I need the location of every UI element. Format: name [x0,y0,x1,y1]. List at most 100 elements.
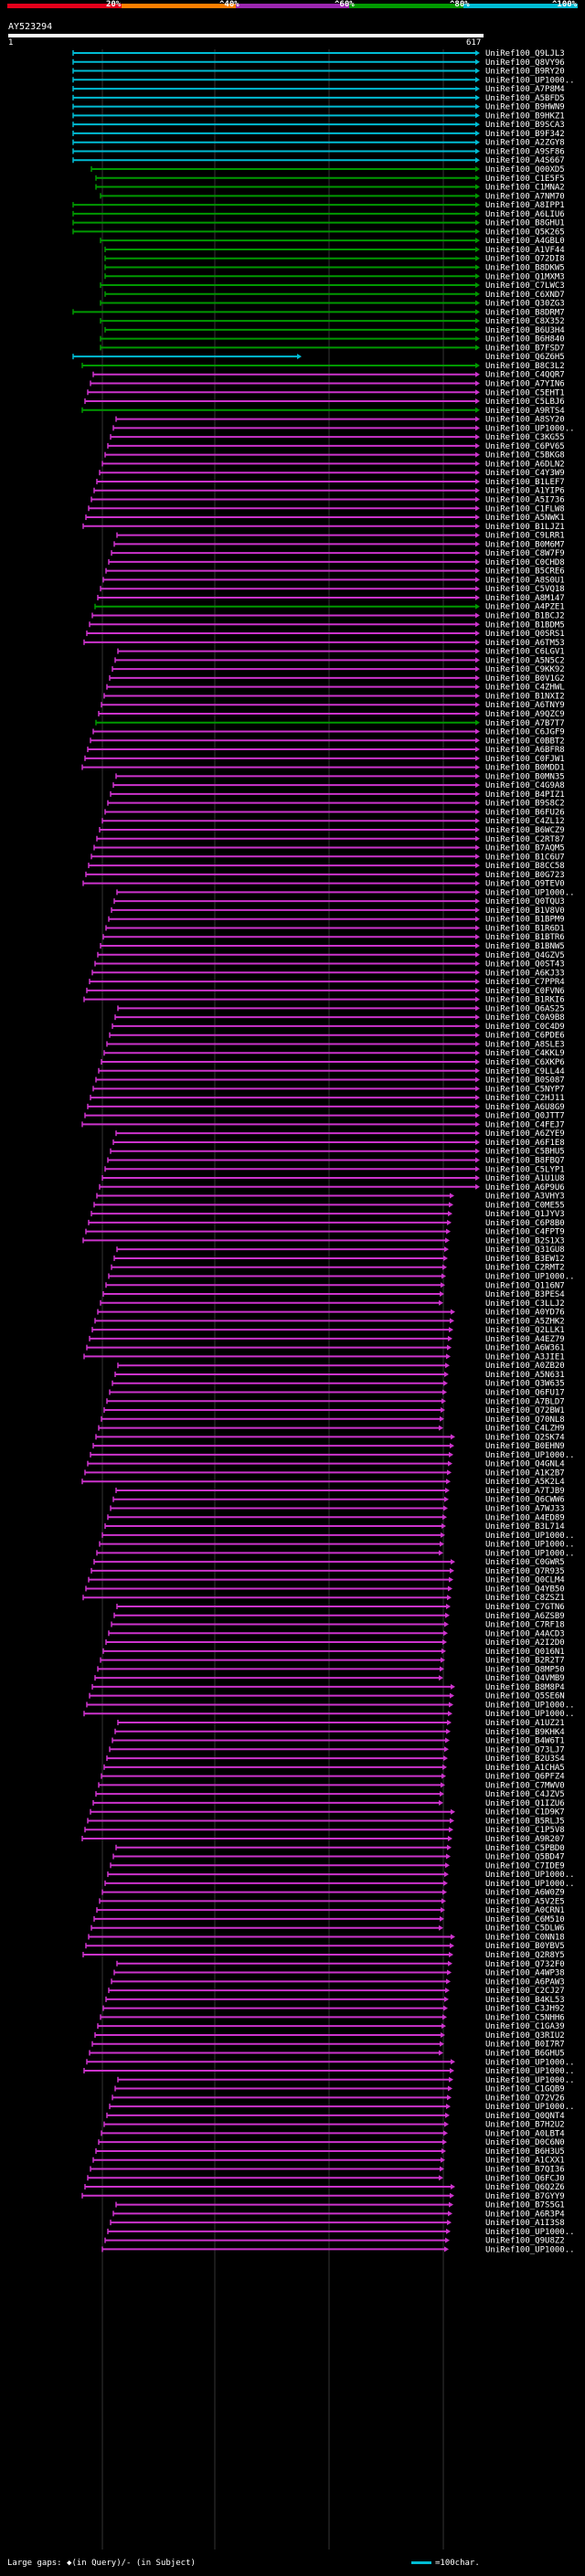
hit-label[interactable]: UniRef100_A4WP38 [485,1969,565,1978]
hit-label[interactable]: UniRef100_B1R6D1 [485,924,565,933]
hit-label[interactable]: UniRef100_A4EZ79 [485,1335,565,1344]
hit-label[interactable]: UniRef100_A2ZGY8 [485,139,565,148]
hit-label[interactable]: UniRef100_Q6FU17 [485,1389,565,1398]
hit-label[interactable]: UniRef100_C2RMT2 [485,1264,565,1273]
hit-label[interactable]: UniRef100_A6PAW3 [485,1977,565,1987]
hit-label[interactable]: UniRef100_A6P9U6 [485,1183,565,1193]
hit-label[interactable]: UniRef100_C6XKP6 [485,1058,565,1067]
hit-label[interactable]: UniRef100_A5ZHK2 [485,1317,565,1326]
hit-label[interactable]: UniRef100_UP1000.. [485,424,575,433]
hit-label[interactable]: UniRef100_Q0QNT4 [485,2112,565,2121]
hit-label[interactable]: UniRef100_C8ZSZ1 [485,1594,565,1603]
hit-label[interactable]: UniRef100_B1RKI6 [485,996,565,1005]
hit-label[interactable]: UniRef100_A1YIP6 [485,487,565,496]
hit-label[interactable]: UniRef100_B2S1X3 [485,1236,565,1246]
hit-label[interactable]: UniRef100_B6H3U5 [485,2147,565,2157]
hit-label[interactable]: UniRef100_A7P8M4 [485,85,565,94]
hit-label[interactable]: UniRef100_B1BCJ2 [485,612,565,621]
hit-label[interactable]: UniRef100_A5K2L4 [485,1478,565,1487]
hit-label[interactable]: UniRef100_C4LZH9 [485,1425,565,1434]
hit-label[interactable]: UniRef100_B7QI36 [485,2165,565,2174]
hit-label[interactable]: UniRef100_B2U3S4 [485,1754,565,1764]
hit-label[interactable]: UniRef100_C2RT87 [485,835,565,844]
hit-label[interactable]: UniRef100_B6U3H4 [485,326,565,335]
hit-label[interactable]: UniRef100_B0YBV5 [485,1942,565,1951]
hit-label[interactable]: UniRef100_A7WJ33 [485,1505,565,1514]
hit-label[interactable]: UniRef100_UP1000.. [485,1710,575,1719]
hit-label[interactable]: UniRef100_A0LBT4 [485,2129,565,2138]
hit-label[interactable]: UniRef100_A7TJB9 [485,1487,565,1496]
hit-label[interactable]: UniRef100_UP1000.. [485,2058,575,2067]
hit-label[interactable]: UniRef100_B9SCA3 [485,121,565,130]
hit-label[interactable]: UniRef100_B4W6T1 [485,1737,565,1746]
hit-label[interactable]: UniRef100_C0FVN6 [485,987,565,996]
hit-label[interactable]: UniRef100_C0CHD8 [485,558,565,567]
hit-label[interactable]: UniRef100_B3L714 [485,1522,565,1532]
hit-label[interactable]: UniRef100_B8M8P4 [485,1683,565,1692]
hit-label[interactable]: UniRef100_A5I736 [485,496,565,505]
hit-label[interactable]: UniRef100_Q6CWW6 [485,1496,565,1505]
hit-label[interactable]: UniRef100_Q1MXM3 [485,272,565,281]
hit-label[interactable]: UniRef100_B7AQM5 [485,844,565,853]
hit-label[interactable]: UniRef100_C7LWC3 [485,281,565,291]
hit-label[interactable]: UniRef100_Q0JTT7 [485,1112,565,1121]
hit-label[interactable]: UniRef100_UP1000.. [485,2103,575,2112]
hit-label[interactable]: UniRef100_Q3W635 [485,1380,565,1389]
hit-label[interactable]: UniRef100_Q5SE6N [485,1692,565,1701]
hit-label[interactable]: UniRef100_UP1000.. [485,1541,575,1550]
hit-label[interactable]: UniRef100_A9QZC9 [485,710,565,719]
hit-label[interactable]: UniRef100_B9RY20 [485,68,565,77]
hit-label[interactable]: UniRef100_Q2R8Y5 [485,1951,565,1960]
hit-label[interactable]: UniRef100_A3VHY3 [485,1193,565,1202]
hit-label[interactable]: UniRef100_A4S667 [485,156,565,165]
hit-label[interactable]: UniRef100_C1GA39 [485,2022,565,2031]
hit-label[interactable]: UniRef100_C9KK92 [485,665,565,674]
hit-label[interactable]: UniRef100_A1CXX1 [485,2157,565,2166]
hit-label[interactable]: UniRef100_Q9U8Z2 [485,2237,565,2246]
hit-label[interactable]: UniRef100_Q4YB50 [485,1585,565,1594]
hit-label[interactable]: UniRef100_B9KHK4 [485,1728,565,1737]
hit-label[interactable]: UniRef100_B8DRM7 [485,308,565,317]
hit-label[interactable]: UniRef100_A6F1E8 [485,1139,565,1148]
hit-label[interactable]: UniRef100_UP1000.. [485,2228,575,2237]
hit-label[interactable]: UniRef100_Q6PFZ4 [485,1773,565,1782]
hit-label[interactable]: UniRef100_C0A9B8 [485,1013,565,1023]
hit-label[interactable]: UniRef100_A6TM53 [485,639,565,648]
hit-label[interactable]: UniRef100_Q0CLM4 [485,1576,565,1585]
hit-label[interactable]: UniRef100_A6W361 [485,1344,565,1353]
hit-label[interactable]: UniRef100_Q1JYV3 [485,1210,565,1219]
hit-label[interactable]: UniRef100_A6DLN2 [485,460,565,469]
hit-label[interactable]: UniRef100_C0ME55 [485,1201,565,1210]
hit-label[interactable]: UniRef100_A7BLD7 [485,1397,565,1406]
hit-label[interactable]: UniRef100_A4ACD3 [485,1629,565,1638]
hit-label[interactable]: UniRef100_A0ZB20 [485,1362,565,1371]
hit-label[interactable]: UniRef100_A5N631 [485,1371,565,1380]
hit-label[interactable]: UniRef100_A0CRN1 [485,1906,565,1915]
hit-label[interactable]: UniRef100_A8IPP1 [485,201,565,210]
hit-label[interactable]: UniRef100_C5EHT1 [485,388,565,398]
hit-label[interactable]: UniRef100_UP1000.. [485,1871,575,1880]
hit-label[interactable]: UniRef100_Q9TEV0 [485,880,565,889]
hit-label[interactable]: UniRef100_C7PPR4 [485,978,565,987]
hit-label[interactable]: UniRef100_B1BTR6 [485,933,565,942]
hit-label[interactable]: UniRef100_A6U8G9 [485,1103,565,1112]
hit-label[interactable]: UniRef100_B5CRE6 [485,567,565,577]
hit-label[interactable]: UniRef100_B0G723 [485,871,565,880]
hit-label[interactable]: UniRef100_C3JH92 [485,2005,565,2014]
hit-label[interactable]: UniRef100_C2CJ27 [485,1987,565,1996]
hit-label[interactable]: UniRef100_Q2LLK1 [485,1326,565,1335]
hit-label[interactable]: UniRef100_C7RF18 [485,1621,565,1630]
hit-label[interactable]: UniRef100_Q4GNL4 [485,1460,565,1469]
hit-label[interactable]: UniRef100_B0MN35 [485,772,565,781]
hit-label[interactable]: UniRef100_B5RLJ5 [485,1817,565,1826]
hit-label[interactable]: UniRef100_Q116N7 [485,1281,565,1290]
hit-label[interactable]: UniRef100_Q73LJ7 [485,1745,565,1754]
hit-label[interactable]: UniRef100_C9LL44 [485,1067,565,1076]
hit-label[interactable]: UniRef100_Q72BW1 [485,1406,565,1415]
hit-label[interactable]: UniRef100_UP1000.. [485,1701,575,1710]
hit-label[interactable]: UniRef100_Q6Q2Z6 [485,2183,565,2192]
hit-label[interactable]: UniRef100_B1BDM5 [485,620,565,630]
hit-label[interactable]: UniRef100_A9SF86 [485,147,565,156]
hit-label[interactable]: UniRef100_C5NHH6 [485,2013,565,2022]
hit-label[interactable]: UniRef100_C0BBT2 [485,737,565,746]
